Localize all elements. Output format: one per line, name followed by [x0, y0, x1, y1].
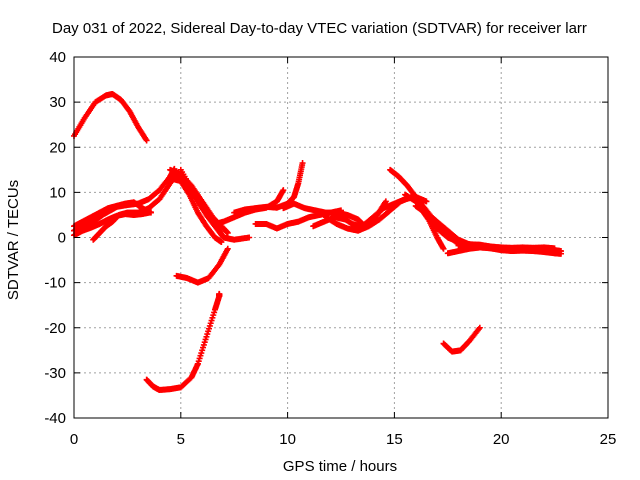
y-tick-label: -20	[44, 320, 66, 337]
data-point	[218, 239, 225, 246]
data-point	[382, 198, 389, 205]
data-point	[224, 245, 231, 252]
y-tick-label: -30	[44, 365, 66, 382]
series-arc-15	[231, 160, 306, 216]
data-point	[216, 290, 223, 297]
chart-title: Day 031 of 2022, Sidereal Day-to-day VTE…	[52, 20, 587, 37]
series-arc-5	[440, 324, 483, 355]
series-arc-12	[169, 175, 225, 246]
y-tick-label: 0	[58, 230, 66, 247]
data-point	[476, 324, 483, 331]
x-tick-label: 0	[70, 431, 78, 448]
y-axis-label: SDTVAR / TECUs	[5, 180, 22, 300]
data-point	[440, 245, 447, 252]
axis-ticks: 0 5 10 15 20 25 -40 -30 -20 -10 0 10 20 30 40	[44, 49, 616, 448]
y-tick-label: -40	[44, 410, 66, 427]
data-point	[280, 187, 287, 194]
series-arc-23	[412, 202, 447, 252]
x-tick-label: 25	[600, 431, 617, 448]
data-point	[147, 209, 154, 216]
y-tick-label: 30	[49, 94, 66, 111]
data-point	[246, 234, 253, 241]
x-tick-label: 15	[386, 431, 403, 448]
y-tick-label: 20	[49, 139, 66, 156]
y-tick-label: 10	[49, 184, 66, 201]
series-arc-3	[194, 290, 223, 367]
data-point	[423, 198, 430, 205]
x-tick-label: 20	[493, 431, 510, 448]
data-point	[224, 229, 231, 236]
series-arc-4	[173, 245, 231, 286]
data-point	[558, 250, 565, 257]
series-arc-1	[71, 91, 150, 144]
data-point	[551, 245, 558, 252]
x-tick-label: 5	[177, 431, 185, 448]
y-tick-label: 40	[49, 49, 66, 66]
grid-lines	[74, 57, 608, 418]
series-arc-2	[143, 360, 201, 394]
series-arc-19	[323, 193, 415, 234]
data-points	[71, 91, 565, 394]
y-tick-label: -10	[44, 275, 66, 292]
data-point	[299, 160, 306, 167]
x-axis-label: GPS time / hours	[283, 458, 397, 475]
x-tick-label: 10	[279, 431, 296, 448]
series-arc-26	[455, 241, 558, 253]
data-point	[143, 137, 150, 144]
